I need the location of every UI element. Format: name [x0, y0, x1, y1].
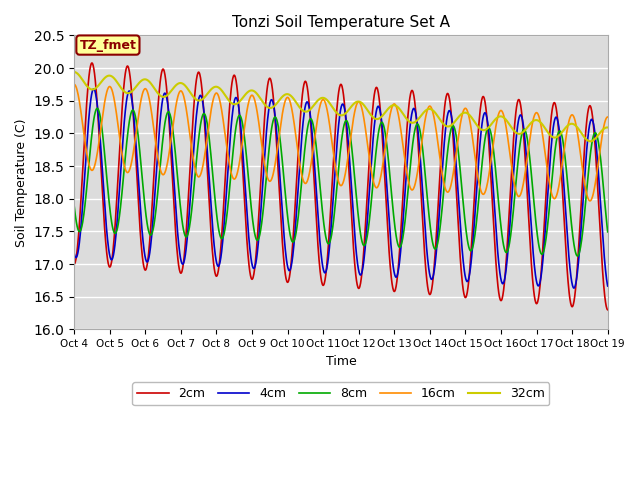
- 16cm: [604, 114, 612, 120]
- 2cm: [423, 278, 431, 284]
- 4cm: [70, 251, 78, 256]
- 32cm: [511, 128, 518, 134]
- X-axis label: Time: Time: [326, 355, 356, 368]
- 8cm: [293, 225, 301, 231]
- Line: 2cm: 2cm: [74, 63, 608, 310]
- 8cm: [423, 190, 431, 196]
- 32cm: [280, 93, 287, 98]
- Title: Tonzi Soil Temperature Set A: Tonzi Soil Temperature Set A: [232, 15, 450, 30]
- 2cm: [280, 258, 288, 264]
- 8cm: [604, 229, 612, 235]
- Legend: 2cm, 4cm, 8cm, 16cm, 32cm: 2cm, 4cm, 8cm, 16cm, 32cm: [132, 383, 550, 406]
- 4cm: [90, 86, 98, 92]
- 4cm: [557, 140, 564, 146]
- 32cm: [70, 69, 78, 75]
- 4cm: [570, 285, 578, 291]
- 4cm: [604, 283, 612, 289]
- 2cm: [88, 60, 96, 66]
- 2cm: [604, 307, 612, 312]
- 8cm: [70, 203, 78, 209]
- 8cm: [573, 253, 581, 259]
- 2cm: [293, 172, 301, 178]
- Line: 16cm: 16cm: [74, 84, 608, 201]
- 32cm: [586, 138, 594, 144]
- 8cm: [189, 201, 196, 207]
- 32cm: [604, 125, 612, 131]
- 8cm: [511, 193, 518, 199]
- 4cm: [423, 248, 431, 254]
- 16cm: [511, 181, 518, 187]
- Y-axis label: Soil Temperature (C): Soil Temperature (C): [15, 118, 28, 247]
- 8cm: [280, 175, 288, 181]
- 4cm: [293, 204, 301, 210]
- 32cm: [556, 132, 564, 137]
- Line: 4cm: 4cm: [74, 89, 608, 288]
- 16cm: [188, 147, 196, 153]
- Line: 32cm: 32cm: [74, 72, 608, 141]
- 16cm: [422, 110, 430, 116]
- Line: 8cm: 8cm: [74, 108, 608, 256]
- 16cm: [586, 198, 594, 204]
- 2cm: [70, 261, 78, 267]
- 4cm: [280, 230, 288, 236]
- 4cm: [511, 153, 518, 159]
- 2cm: [557, 157, 564, 163]
- 4cm: [189, 165, 196, 170]
- Text: TZ_fmet: TZ_fmet: [79, 38, 136, 51]
- 32cm: [188, 92, 196, 98]
- 8cm: [93, 106, 101, 111]
- 32cm: [422, 107, 430, 113]
- 16cm: [556, 175, 564, 180]
- 8cm: [557, 129, 564, 135]
- 2cm: [511, 121, 518, 127]
- 16cm: [70, 82, 78, 87]
- 2cm: [189, 125, 196, 131]
- 32cm: [292, 100, 300, 106]
- 16cm: [292, 138, 300, 144]
- 16cm: [280, 105, 287, 110]
